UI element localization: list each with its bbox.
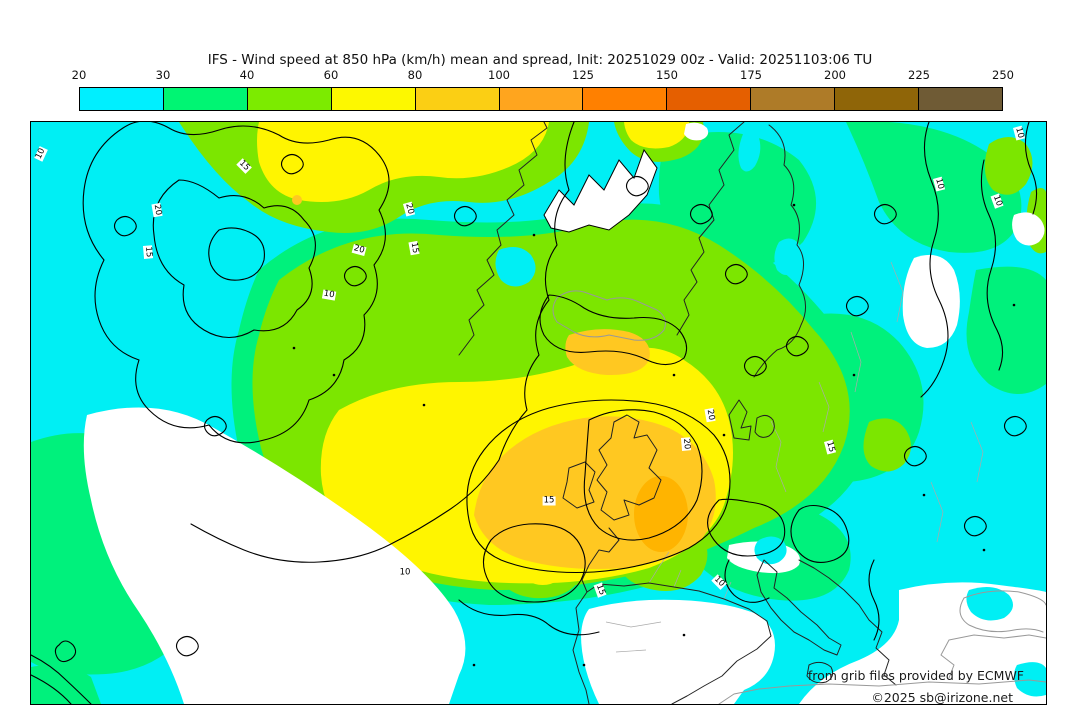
colorbar: [79, 87, 1003, 111]
data-source-credit: from grib files provided by ECMWF: [807, 668, 1024, 683]
colorbar-segment: [919, 88, 1002, 110]
colorbar-tick-label: 125: [572, 68, 594, 82]
country-borders: [605, 261, 984, 653]
band-lt20-region: [83, 122, 1046, 704]
colorbar-segment: [80, 88, 164, 110]
page-title: IFS - Wind speed at 850 hPa (km/h) mean …: [207, 52, 873, 68]
map-specks: [292, 203, 1016, 667]
colorbar-segment: [499, 88, 584, 110]
weather-map-panel: 10 20 15 15 20 15 20 10 15 20 20 15 10 10 10 10 15 10 fro…: [30, 121, 1047, 705]
colorbar-segment: [163, 88, 248, 110]
colorbar-segment: [751, 88, 836, 110]
colorbar-tick-label: 40: [239, 68, 255, 82]
colorbar-tick-label: 100: [488, 68, 510, 82]
colorbar-tick-label: 60: [323, 68, 339, 82]
colorbar-tick-labels: 20 30 40 60 80 100 125 150 175 200 225 250: [72, 68, 1014, 84]
colorbar-segment: [331, 88, 416, 110]
colorbar-tick-label: 175: [740, 68, 762, 82]
coastlines: [458, 122, 1046, 704]
colorbar-tick-label: 250: [992, 68, 1014, 82]
colorbar-tick-label: 20: [71, 68, 87, 82]
wind-speed-map: [31, 122, 1046, 704]
spread-contours: [31, 122, 1038, 704]
colorbar-tick-label: 80: [407, 68, 423, 82]
colorbar-segment: [415, 88, 500, 110]
colorbar-segment: [583, 88, 668, 110]
colorbar-tick-label: 30: [155, 68, 171, 82]
colorbar-segment: [247, 88, 332, 110]
copyright-credit: ©2025 sb@irizone.net: [871, 690, 1013, 705]
colorbar-segment: [835, 88, 920, 110]
colorbar-segment: [667, 88, 752, 110]
cyan-patches: [495, 131, 1046, 697]
colorbar-tick-label: 225: [908, 68, 930, 82]
colorbar-tick-label: 150: [656, 68, 678, 82]
colorbar-tick-label: 200: [824, 68, 846, 82]
